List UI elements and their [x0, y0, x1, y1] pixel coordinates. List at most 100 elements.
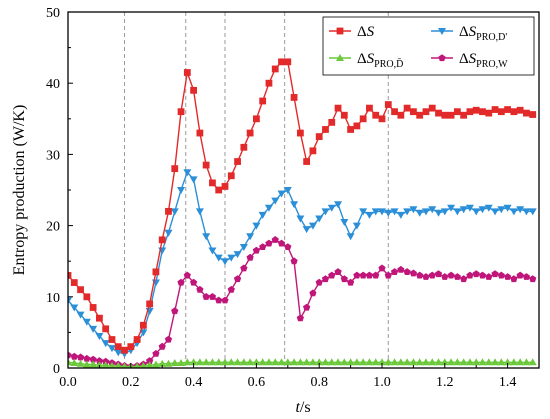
data-point	[121, 346, 128, 354]
data-point	[485, 109, 493, 117]
data-point	[347, 126, 354, 133]
data-point	[177, 187, 186, 194]
series-3	[68, 236, 537, 368]
data-point	[409, 358, 418, 366]
data-point	[107, 345, 116, 353]
data-point	[164, 229, 173, 237]
data-point	[365, 271, 374, 279]
x-tick-label: 0.0	[59, 375, 77, 390]
data-point	[146, 300, 154, 308]
data-point	[89, 355, 97, 363]
data-point	[516, 206, 525, 214]
data-point	[459, 206, 468, 214]
data-point	[415, 209, 424, 217]
data-point	[152, 350, 160, 357]
legend-marker	[336, 27, 344, 35]
data-point	[421, 208, 430, 216]
data-point	[472, 270, 480, 278]
data-point	[214, 358, 223, 366]
data-point	[378, 264, 386, 272]
data-point	[190, 86, 197, 94]
data-point	[277, 358, 286, 366]
data-point	[371, 358, 380, 366]
data-point	[227, 172, 235, 180]
data-point	[127, 343, 135, 351]
data-point	[70, 352, 78, 360]
data-point	[484, 204, 493, 212]
data-point	[296, 358, 305, 366]
data-point	[265, 79, 273, 87]
data-point	[177, 108, 185, 116]
data-point	[121, 362, 128, 368]
data-point	[239, 358, 248, 366]
data-point	[114, 343, 122, 351]
data-point	[233, 358, 242, 366]
data-point	[258, 358, 267, 366]
data-point	[403, 268, 411, 275]
data-point	[522, 273, 531, 280]
data-point	[271, 197, 280, 205]
data-point	[509, 358, 518, 366]
data-point	[183, 69, 191, 76]
data-point	[221, 258, 229, 266]
data-point	[390, 208, 399, 216]
data-point	[491, 106, 499, 113]
data-point	[447, 204, 456, 212]
data-point	[290, 201, 299, 209]
data-point	[359, 358, 368, 366]
data-point	[440, 208, 449, 216]
data-point	[428, 104, 436, 112]
data-point	[352, 358, 361, 366]
data-point	[308, 222, 317, 230]
data-point	[170, 208, 179, 216]
data-point	[509, 208, 518, 216]
data-point	[114, 361, 122, 368]
data-point	[396, 358, 405, 366]
data-point	[171, 307, 179, 315]
data-point	[327, 204, 336, 212]
data-point	[422, 273, 430, 280]
data-point	[453, 358, 462, 366]
data-point	[403, 358, 412, 366]
data-point	[315, 133, 323, 140]
legend-box	[322, 16, 535, 76]
data-point	[384, 358, 393, 366]
data-point	[183, 169, 192, 177]
data-point	[491, 208, 500, 216]
legend-label: ΔSPRO,W	[459, 51, 508, 70]
data-point	[196, 285, 204, 293]
data-point	[146, 357, 154, 364]
data-point	[296, 129, 304, 137]
data-point	[259, 243, 267, 250]
legend-label: ΔSPRO,D̄	[357, 51, 403, 70]
data-point	[82, 360, 91, 368]
data-point	[378, 115, 386, 123]
data-point	[95, 357, 103, 364]
data-point	[453, 208, 462, 216]
data-point	[214, 254, 223, 262]
data-point	[202, 233, 211, 241]
data-point	[296, 314, 304, 322]
data-point	[253, 115, 260, 123]
x-tick-label: 1.2	[436, 375, 454, 390]
data-point	[89, 360, 98, 368]
y-axis: 0 10 20 30 40 50	[46, 6, 73, 377]
data-point	[516, 358, 525, 366]
data-point	[353, 122, 361, 130]
data-point	[227, 285, 235, 293]
data-point	[252, 246, 260, 254]
data-point	[196, 129, 204, 137]
data-point	[384, 271, 392, 279]
y-tick-label: 30	[46, 148, 60, 163]
x-axis: 0.0 0.2 0.4 0.6 0.8 1.0 1.2 1.4	[59, 363, 540, 390]
data-point	[378, 358, 386, 366]
data-point	[83, 293, 91, 301]
data-point	[164, 335, 173, 343]
data-point	[435, 109, 442, 117]
data-point	[528, 208, 537, 216]
data-point	[271, 236, 279, 243]
data-point	[139, 321, 147, 329]
data-point	[70, 279, 78, 286]
data-point	[309, 289, 317, 297]
legend-subscript: PRO,D'	[476, 32, 507, 43]
